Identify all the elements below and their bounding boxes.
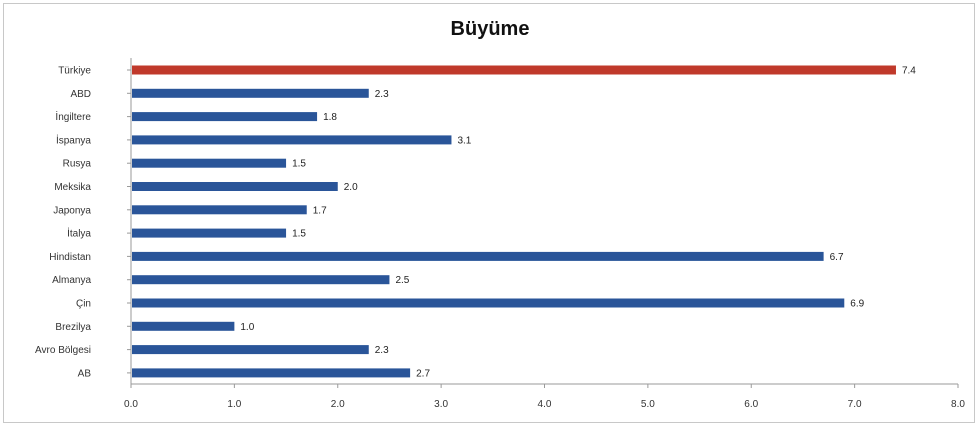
category-label: İngiltere — [55, 110, 91, 123]
x-tick-label: 1.0 — [227, 399, 241, 410]
bar — [132, 182, 338, 191]
bar — [132, 228, 287, 238]
bar — [132, 251, 824, 261]
bar — [132, 88, 369, 98]
x-tick-label: 3.0 — [434, 399, 448, 410]
bar — [132, 321, 235, 331]
data-label: 2.7 — [416, 368, 430, 379]
category-label: Avro Bölgesi — [35, 345, 91, 356]
data-label: 2.3 — [375, 345, 389, 356]
chart-title: Büyüme — [450, 18, 530, 40]
category-label: Almanya — [52, 275, 91, 286]
data-label: 2.0 — [344, 182, 358, 193]
x-tick-label: 7.0 — [848, 399, 862, 410]
data-label: 1.0 — [240, 322, 254, 333]
bar — [132, 65, 896, 75]
x-tick-label: 5.0 — [641, 399, 655, 410]
label-layer: Türkiye 7.4 ABD 2.3 İngiltere 1.8 İspanya 3.1 Ru… — [35, 66, 916, 380]
bar — [132, 135, 452, 145]
category-label: Brezilya — [55, 322, 91, 333]
bar — [132, 345, 369, 355]
category-label: Japonya — [53, 205, 91, 216]
bar — [132, 368, 411, 378]
x-tick-label: 8.0 — [951, 399, 965, 410]
x-tick-label: 4.0 — [538, 399, 552, 410]
category-label: Rusya — [63, 159, 92, 170]
bar — [132, 205, 307, 215]
category-label: Çin — [76, 299, 91, 310]
category-label: İspanya — [56, 133, 91, 146]
data-label: 6.9 — [850, 299, 864, 310]
bar — [132, 275, 390, 285]
data-label: 1.5 — [292, 229, 306, 240]
data-label: 2.3 — [375, 89, 389, 100]
data-label: 1.8 — [323, 112, 337, 123]
axis-layer: 0.0 1.0 2.0 3.0 4.0 5.0 6.0 7.0 8.0 — [124, 58, 965, 410]
data-label: 3.1 — [457, 135, 471, 146]
data-label: 7.4 — [902, 66, 916, 77]
category-label: Türkiye — [58, 66, 91, 77]
bar-layer — [132, 65, 896, 378]
category-label: Hindistan — [49, 252, 91, 263]
category-label: Meksika — [54, 182, 91, 193]
category-label: AB — [78, 368, 92, 379]
category-label: İtalya — [67, 227, 91, 240]
bar — [132, 112, 318, 122]
data-label: 6.7 — [830, 252, 844, 263]
x-tick-label: 0.0 — [124, 399, 138, 410]
data-label: 2.5 — [395, 275, 409, 286]
x-tick-label: 2.0 — [331, 399, 345, 410]
category-label: ABD — [70, 89, 91, 100]
x-tick-label: 6.0 — [744, 399, 758, 410]
data-label: 1.5 — [292, 159, 306, 170]
bar — [132, 158, 287, 168]
bar — [132, 298, 845, 308]
data-label: 1.7 — [313, 205, 327, 216]
